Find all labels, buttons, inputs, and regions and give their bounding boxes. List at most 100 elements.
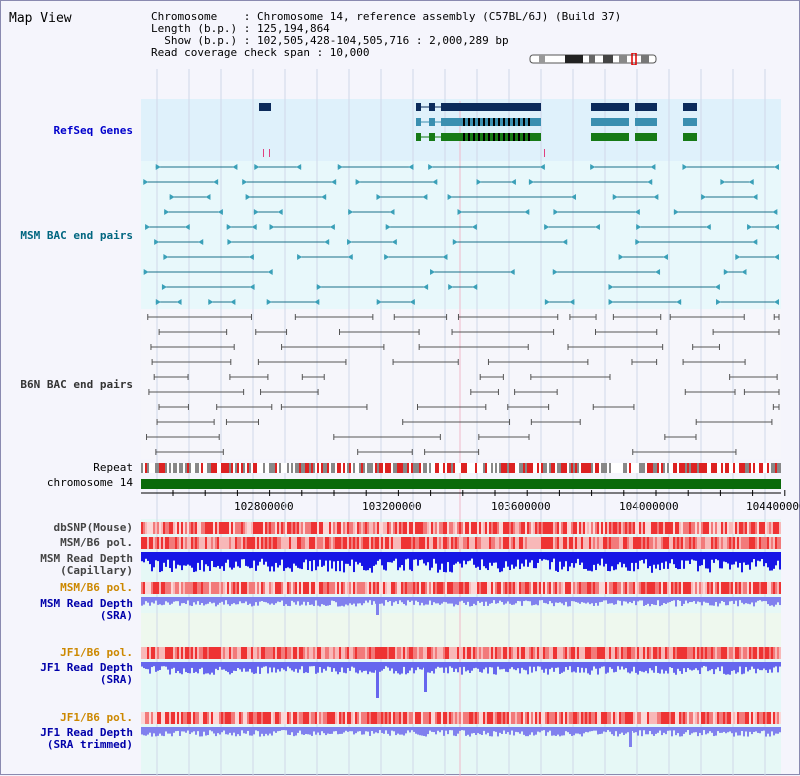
heat-cell [615,712,617,724]
heat-cell [691,582,693,594]
repeat-block [615,463,617,473]
heat-cell [281,582,283,594]
depth-bar [711,552,713,560]
depth-bar [649,662,651,669]
heat-cell [639,522,641,534]
depth-bar [287,597,289,606]
depth-bar [479,597,481,603]
heat-cell [161,647,163,659]
chromosome-ideogram-icon[interactable] [529,53,659,65]
depth-bar [743,552,745,563]
depth-bar [273,552,275,572]
heat-cell [553,712,555,724]
depth-bar [223,552,225,571]
depth-bar [771,662,773,673]
depth-bar [293,727,295,737]
depth-bar [165,662,167,667]
jf1-b6-pol-label-2: JF1/B6 pol. [60,711,133,724]
repeat-block [679,463,681,473]
bac-end [544,299,550,305]
bac-end [249,284,255,290]
heat-cell [193,582,195,594]
depth-bar [727,597,729,606]
depth-bar [429,727,431,731]
depth-bar [589,662,591,675]
depth-bar [473,662,475,669]
heat-cell [345,647,347,659]
heat-cell [155,647,157,659]
heat-cell [605,522,607,534]
depth-bar [557,552,559,572]
depth-bar [673,552,675,565]
depth-bar [533,662,535,667]
heat-cell [625,537,627,549]
heat-cell [641,537,643,549]
heat-cell [739,647,741,659]
depth-bar [437,727,439,731]
heat-cell [617,522,619,534]
gene-feature [591,133,629,141]
heat-cell [379,712,381,724]
gene-feature [635,103,657,111]
heat-cell [739,582,741,594]
repeat-block [237,463,239,473]
bac-end [635,239,641,245]
heat-cell [773,537,775,549]
heat-cell [351,647,353,659]
heat-cell [221,647,223,659]
repeat-block [593,463,595,473]
depth-bar [519,662,521,674]
exon [483,118,485,126]
bac-end [618,254,624,260]
depth-bar [275,552,277,563]
depth-bar [659,727,661,731]
depth-bar [207,597,209,604]
bac-end [154,239,160,245]
repeat-block [269,463,271,473]
repeat-block [515,463,517,473]
heat-cell [319,522,321,534]
heat-cell [473,647,475,659]
heat-cell [411,522,413,534]
depth-bar [201,727,203,737]
depth-bar [397,727,399,734]
depth-bar [709,727,711,732]
heat-cell [649,647,651,659]
bac-end [752,194,758,200]
depth-bar [461,552,463,568]
depth-bar [613,552,615,571]
depth-bar [569,552,571,567]
heat-cell [221,582,223,594]
heat-cell [763,712,765,724]
heat-cell [743,712,745,724]
heat-cell [325,537,327,549]
repeat-block [431,463,433,473]
depth-bar [275,727,277,733]
heat-cell [351,582,353,594]
heat-cell [473,712,475,724]
heat-cell [547,647,549,659]
depth-bar [455,727,457,737]
repeat-block [293,463,295,473]
depth-bar [313,552,315,561]
depth-bar [571,727,573,736]
heat-cell [683,647,685,659]
repeat-block [599,463,601,473]
repeat-block [143,463,145,473]
heat-cell [643,537,645,549]
depth-bar [691,597,693,603]
depth-bar [661,727,663,736]
depth-bar [517,597,519,601]
heat-cell [507,712,509,724]
repeat-block [581,463,583,473]
heat-cell [611,537,613,549]
heat-cell [525,522,527,534]
depth-bar [219,552,221,569]
depth-bar [403,662,405,667]
heat-cell [621,712,623,724]
depth-bar [613,662,615,673]
repeat-block [719,463,721,473]
bac-end [673,209,679,215]
heat-cell [447,647,449,659]
